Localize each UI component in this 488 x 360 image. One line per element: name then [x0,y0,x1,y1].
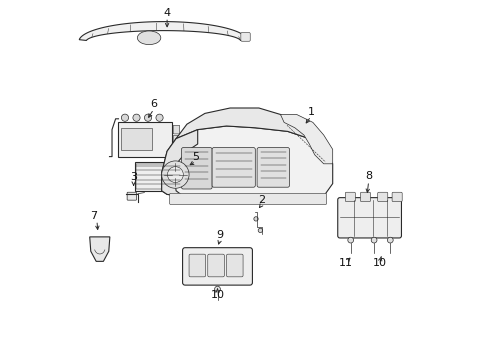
Text: 5: 5 [192,152,199,162]
Circle shape [167,167,183,183]
FancyBboxPatch shape [173,145,179,154]
FancyBboxPatch shape [226,254,243,277]
Text: 9: 9 [216,230,223,240]
Polygon shape [280,114,332,164]
FancyBboxPatch shape [181,148,212,189]
Text: 4: 4 [163,8,170,18]
FancyBboxPatch shape [118,122,172,157]
FancyBboxPatch shape [345,192,355,202]
Circle shape [121,114,128,121]
FancyBboxPatch shape [377,192,387,202]
FancyBboxPatch shape [391,192,401,202]
Polygon shape [162,126,332,203]
Polygon shape [176,108,309,139]
Circle shape [370,237,376,243]
Circle shape [258,228,262,233]
Polygon shape [79,22,247,40]
Circle shape [386,237,392,243]
FancyBboxPatch shape [212,148,255,187]
FancyBboxPatch shape [337,198,401,238]
FancyBboxPatch shape [182,248,252,285]
FancyBboxPatch shape [207,254,224,277]
Circle shape [156,114,163,121]
Text: 3: 3 [130,172,137,182]
Circle shape [144,114,151,121]
Text: 2: 2 [258,195,265,205]
FancyBboxPatch shape [169,193,326,204]
FancyBboxPatch shape [121,128,152,150]
Text: 8: 8 [365,171,371,181]
Ellipse shape [137,31,161,45]
Polygon shape [162,130,197,196]
FancyBboxPatch shape [241,33,250,41]
Circle shape [162,161,189,188]
Polygon shape [89,237,110,261]
Text: 11: 11 [338,258,352,268]
FancyBboxPatch shape [173,125,179,134]
FancyBboxPatch shape [189,254,205,277]
FancyBboxPatch shape [134,162,181,191]
Circle shape [214,286,220,292]
Circle shape [133,114,140,121]
Text: 6: 6 [150,99,157,109]
Text: 7: 7 [90,211,98,221]
FancyBboxPatch shape [173,135,179,144]
FancyBboxPatch shape [257,148,289,187]
Circle shape [347,237,353,243]
Circle shape [253,217,258,221]
FancyBboxPatch shape [127,192,136,200]
Text: 10: 10 [372,258,386,268]
Text: 10: 10 [210,290,224,300]
FancyBboxPatch shape [360,192,370,202]
Text: 1: 1 [307,107,314,117]
